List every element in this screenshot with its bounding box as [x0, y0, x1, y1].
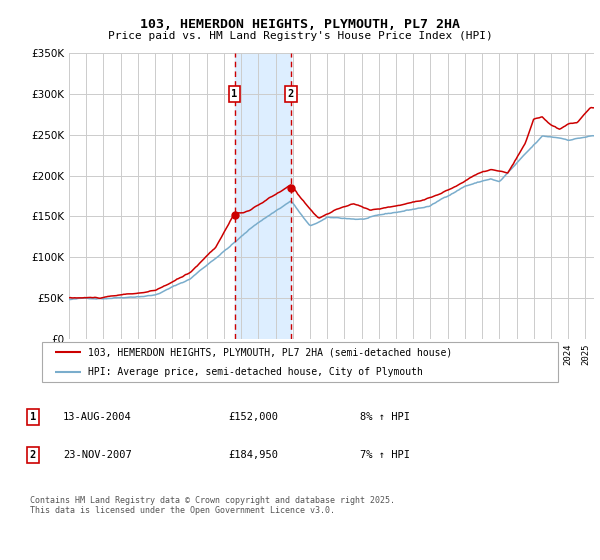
Text: 23-NOV-2007: 23-NOV-2007 [63, 450, 132, 460]
Text: Contains HM Land Registry data © Crown copyright and database right 2025.
This d: Contains HM Land Registry data © Crown c… [30, 496, 395, 515]
Text: Price paid vs. HM Land Registry's House Price Index (HPI): Price paid vs. HM Land Registry's House … [107, 31, 493, 41]
Text: 2: 2 [288, 89, 294, 99]
Text: 2: 2 [30, 450, 36, 460]
Text: 13-AUG-2004: 13-AUG-2004 [63, 412, 132, 422]
Text: 8% ↑ HPI: 8% ↑ HPI [360, 412, 410, 422]
Bar [235, 53, 291, 339]
FancyBboxPatch shape [42, 342, 558, 382]
Text: HPI: Average price, semi-detached house, City of Plymouth: HPI: Average price, semi-detached house,… [88, 367, 424, 377]
Text: 103, HEMERDON HEIGHTS, PLYMOUTH, PL7 2HA (semi-detached house): 103, HEMERDON HEIGHTS, PLYMOUTH, PL7 2HA… [88, 348, 452, 357]
Text: 1: 1 [30, 412, 36, 422]
Text: £184,950: £184,950 [228, 450, 278, 460]
Text: 7% ↑ HPI: 7% ↑ HPI [360, 450, 410, 460]
Text: £152,000: £152,000 [228, 412, 278, 422]
Text: 103, HEMERDON HEIGHTS, PLYMOUTH, PL7 2HA: 103, HEMERDON HEIGHTS, PLYMOUTH, PL7 2HA [140, 18, 460, 31]
Text: 1: 1 [232, 89, 238, 99]
